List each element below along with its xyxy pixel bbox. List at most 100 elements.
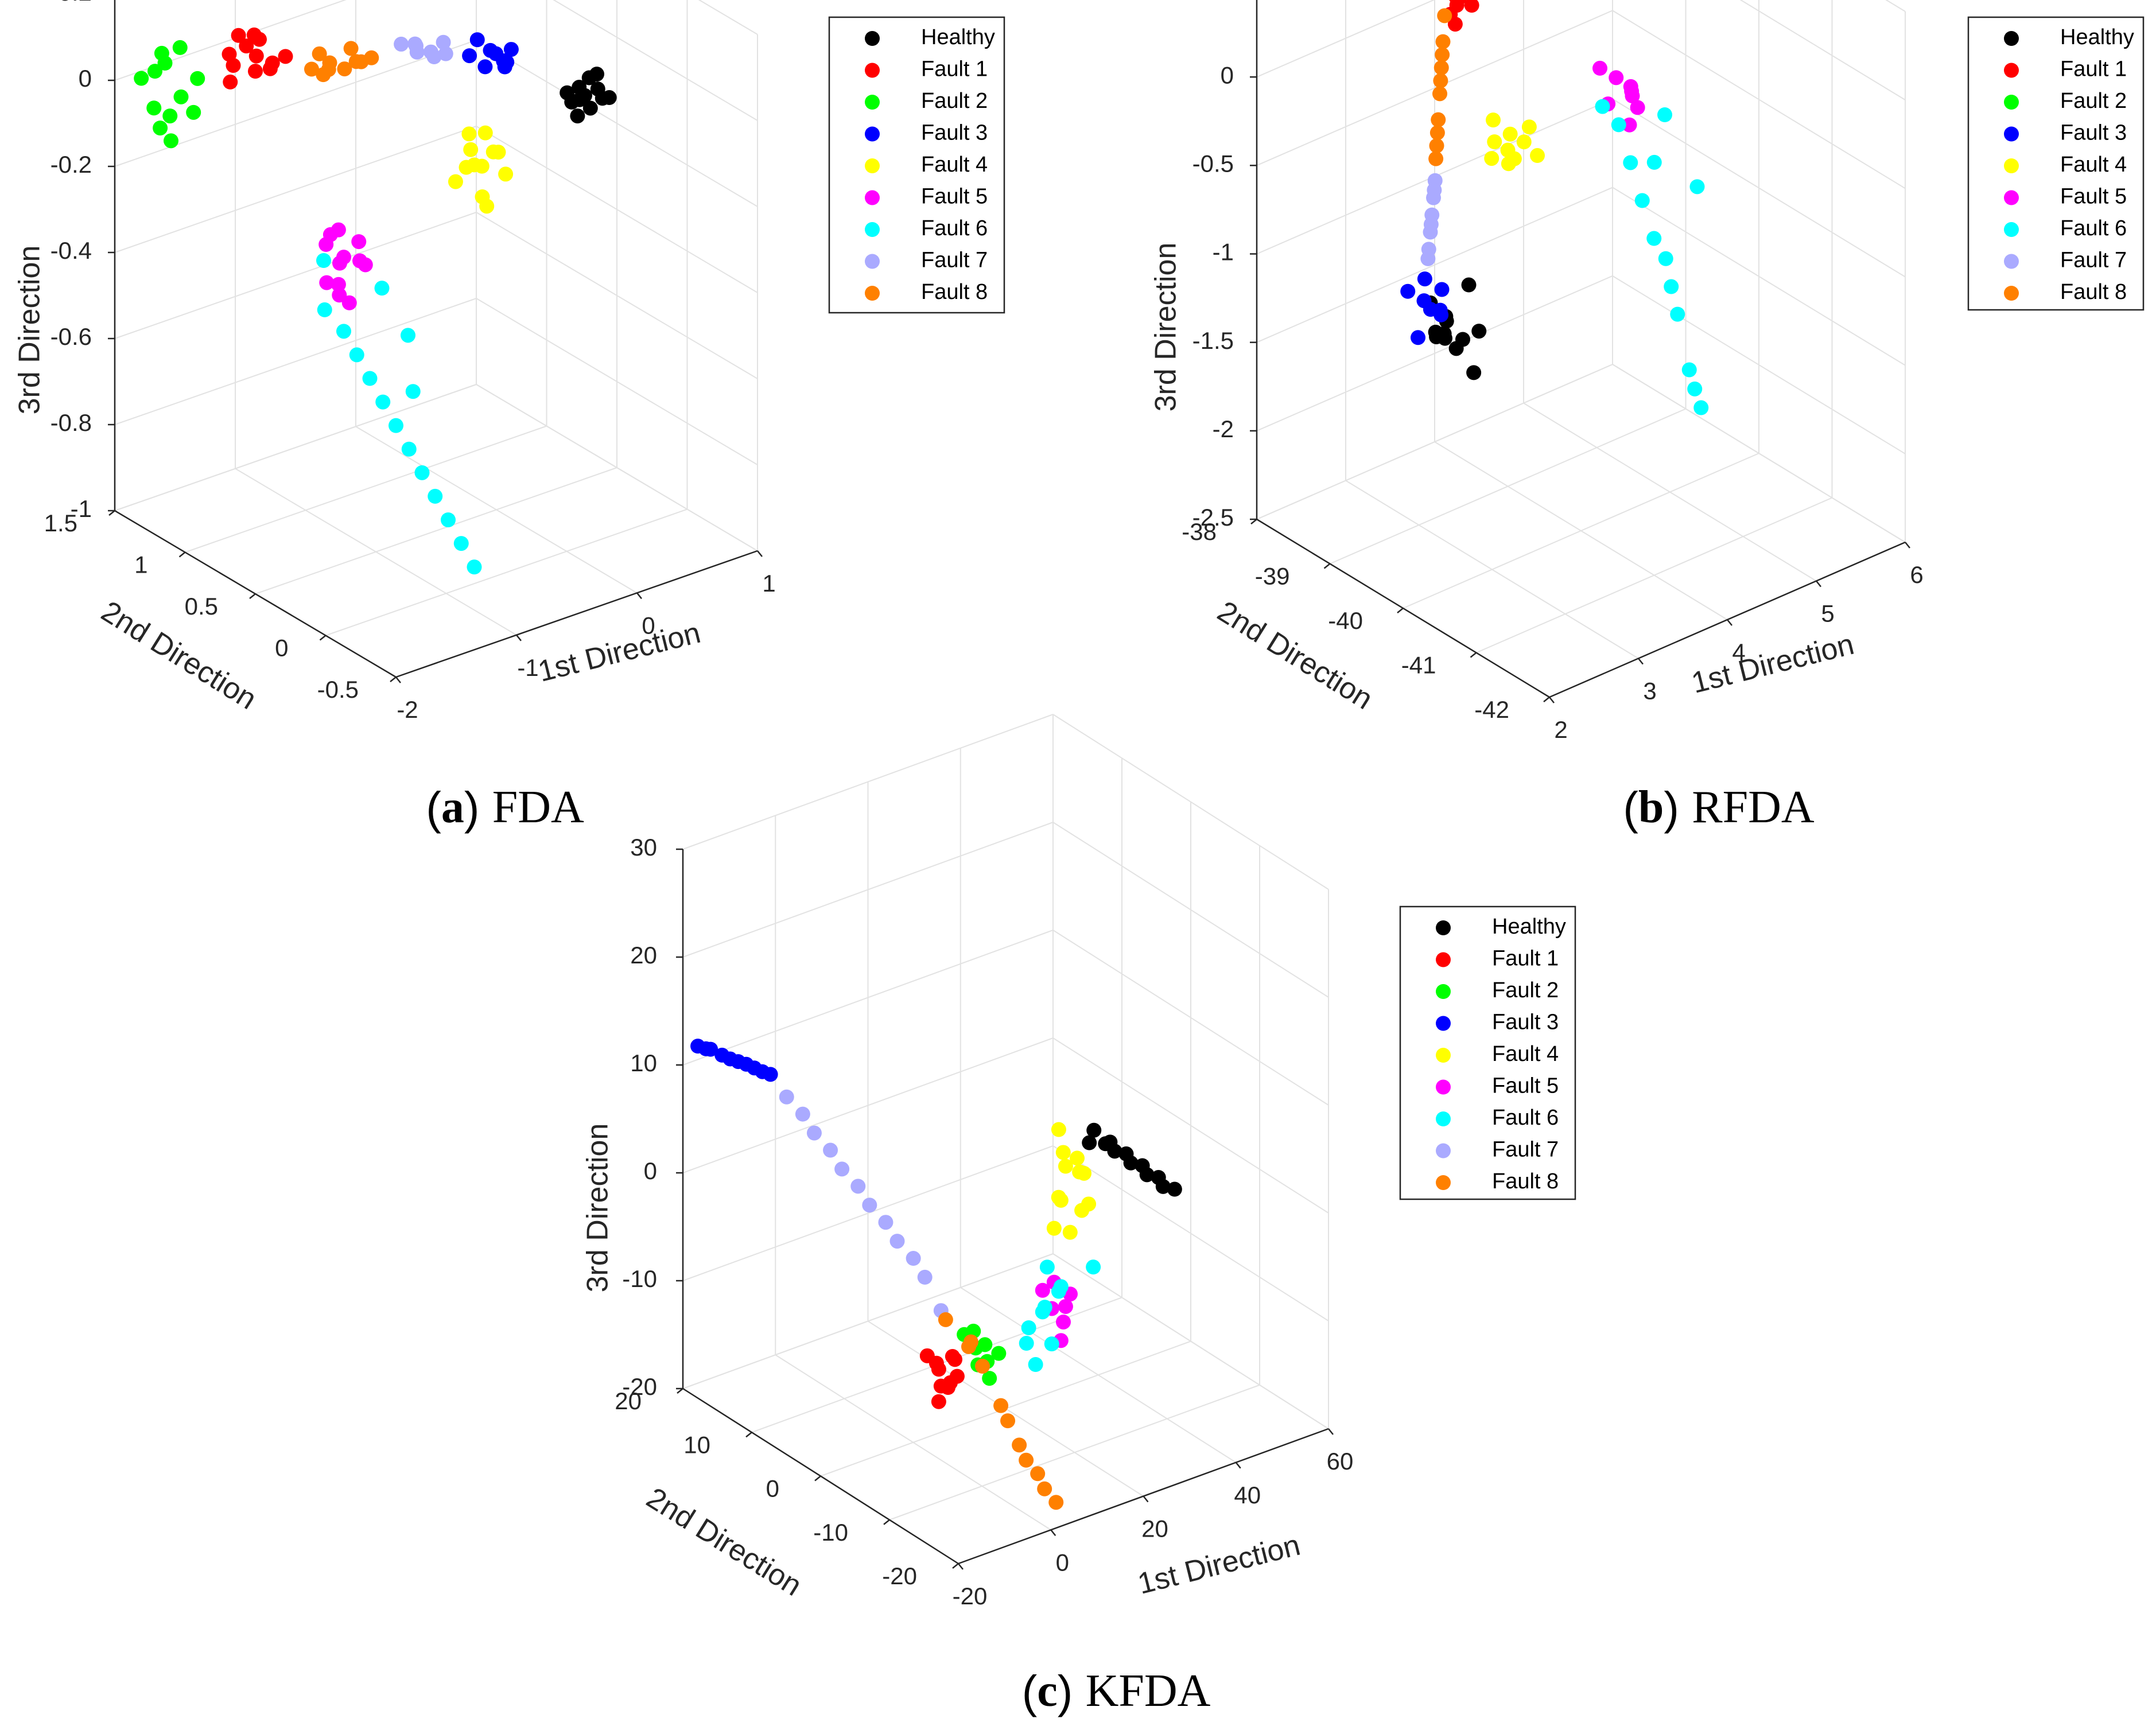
caption-letter: b: [1638, 782, 1664, 833]
legend-label: Fault 6: [921, 216, 988, 240]
legend-marker: [865, 222, 880, 237]
data-point: [1044, 1336, 1059, 1352]
data-point: [374, 281, 390, 296]
x-tick-mark: [757, 550, 763, 557]
data-point: [582, 100, 598, 116]
data-point: [1077, 1165, 1091, 1181]
z-axis-label: 3rd Direction: [13, 246, 46, 415]
data-point: [1664, 279, 1679, 294]
legend-marker: [2004, 286, 2019, 301]
data-point: [1420, 251, 1436, 266]
data-point: [572, 80, 587, 95]
legend-label: Fault 8: [921, 280, 988, 304]
data-point: [190, 71, 205, 86]
x-tick-mark: [1816, 580, 1821, 588]
series-fault-7: [1420, 173, 1443, 266]
data-point: [488, 46, 504, 61]
data-point: [1646, 231, 1662, 246]
z-tick-label: -1: [1213, 239, 1234, 266]
y-tick-mark: [883, 1519, 890, 1525]
data-point: [414, 465, 430, 480]
z-tick-label: 20: [630, 942, 657, 969]
data-point: [1693, 400, 1709, 415]
data-point: [1428, 151, 1444, 166]
data-point: [703, 1041, 718, 1057]
x-tick-label: 2: [1554, 716, 1567, 743]
data-point: [405, 384, 421, 399]
legend-marker: [1436, 1111, 1451, 1126]
data-point: [1000, 1413, 1016, 1429]
data-point: [1082, 1135, 1097, 1150]
y-tick-mark: [745, 1432, 752, 1438]
series-fault-2: [134, 40, 205, 149]
data-point: [239, 38, 254, 54]
x-tick-mark: [958, 1563, 964, 1570]
data-point: [1434, 282, 1450, 297]
x-tick-label: 3: [1643, 678, 1656, 705]
data-point: [343, 41, 359, 56]
data-point: [1427, 182, 1442, 198]
data-point: [1046, 1220, 1062, 1236]
data-point: [1471, 324, 1487, 339]
data-point: [304, 61, 319, 77]
data-point: [1028, 1357, 1043, 1372]
caption-method: RFDA: [1692, 782, 1815, 833]
data-point: [1461, 277, 1477, 293]
legend-label: Fault 3: [921, 121, 988, 145]
x-tick-label: 60: [1327, 1448, 1354, 1475]
x-axis-label: 1st Direction: [1688, 628, 1857, 700]
data-point: [1058, 1299, 1073, 1314]
legend-marker: [2004, 222, 2019, 237]
x-tick-label: -1: [517, 654, 538, 681]
legend: Healthy Fault 1 Fault 2 Fault 3 Fault 4 Fault…: [828, 16, 1005, 314]
legend-marker: [865, 95, 880, 110]
data-point: [154, 45, 169, 61]
data-point: [364, 50, 379, 65]
caption-letter: a: [441, 782, 464, 833]
series-fault-4: [1046, 1122, 1097, 1240]
data-point: [1521, 119, 1537, 135]
series-healthy: [560, 67, 617, 124]
y-tick-label: -0.5: [317, 676, 359, 703]
data-point: [1019, 1336, 1034, 1351]
data-point: [463, 142, 479, 157]
y-tick-label: 0: [766, 1475, 779, 1502]
data-point: [862, 1198, 877, 1213]
data-point: [401, 441, 417, 457]
y-tick-mark: [814, 1475, 821, 1482]
y-tick-mark: [249, 593, 256, 599]
legend-label: Fault 7: [921, 248, 988, 273]
z-tick-label: -0.5: [1192, 150, 1234, 177]
data-point: [722, 1051, 738, 1067]
caption-close-paren: ): [464, 783, 492, 834]
legend-label: Fault 1: [921, 57, 988, 81]
data-point: [581, 70, 597, 85]
caption-open-paren: (: [1623, 783, 1638, 834]
x-tick-mark: [636, 592, 642, 600]
data-point: [1417, 271, 1432, 287]
y-tick-label: -40: [1328, 607, 1363, 634]
y-tick-label: -10: [813, 1519, 848, 1546]
grid: [682, 714, 1329, 1564]
data-point: [1051, 1284, 1066, 1299]
panel-fda: -2-101-0.500.511.5-1-0.8-0.6-0.4-0.200.2…: [13, 0, 1005, 834]
x-tick-mark: [395, 677, 401, 683]
data-point: [426, 49, 442, 64]
series-healthy: [1423, 277, 1487, 380]
data-point: [469, 32, 485, 48]
data-point: [316, 253, 331, 268]
data-point: [318, 237, 334, 252]
data-point: [462, 48, 477, 64]
data-point: [889, 1234, 905, 1249]
legend: Healthy Fault 1 Fault 2 Fault 3 Fault 4 Fault…: [1967, 16, 2145, 311]
data-point: [1123, 1155, 1139, 1171]
axes: [1256, 0, 1906, 698]
legend-label: Fault 1: [2060, 57, 2127, 81]
series-fault-8: [1428, 8, 1452, 166]
data-point: [1035, 1282, 1050, 1298]
data-point: [570, 108, 585, 124]
data-point: [321, 62, 336, 77]
legend-label: Healthy: [1492, 915, 1566, 939]
x-tick-label: -20: [953, 1583, 988, 1610]
